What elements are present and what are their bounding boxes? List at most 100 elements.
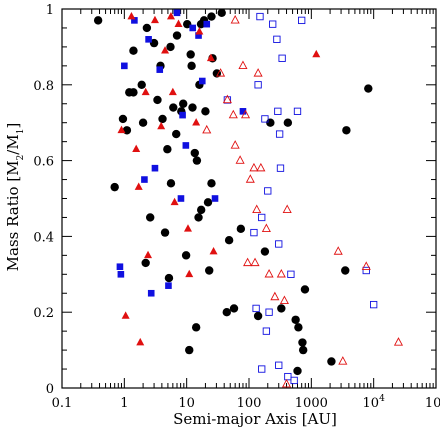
triangle-marker	[136, 337, 145, 346]
square-marker	[195, 32, 202, 39]
circle-marker	[181, 251, 191, 260]
open-triangle-marker	[245, 174, 255, 183]
plot-frame	[61, 8, 437, 389]
square-marker	[182, 142, 190, 149]
circle-marker	[149, 38, 159, 48]
square-marker	[203, 20, 211, 28]
circle-marker	[188, 103, 197, 112]
circle-marker	[93, 16, 103, 25]
open-triangle-marker	[228, 109, 238, 119]
open-square-marker	[265, 308, 273, 316]
square-marker	[189, 24, 197, 32]
circle-marker	[160, 228, 170, 237]
square-marker	[131, 17, 138, 24]
square-marker	[156, 66, 164, 73]
triangle-marker	[209, 246, 218, 255]
open-square-marker	[284, 372, 292, 381]
open-triangle-marker	[253, 68, 263, 77]
open-triangle-marker	[202, 124, 212, 134]
y-axis-ticks	[62, 8, 436, 389]
circle-marker	[172, 129, 181, 139]
open-square-marker	[258, 213, 266, 222]
circle-marker	[166, 179, 176, 188]
open-triangle-marker	[361, 261, 371, 270]
circle-marker	[217, 8, 226, 17]
triangle-marker	[183, 224, 192, 232]
circle-marker	[142, 23, 152, 33]
x-tick-label: 1000	[295, 396, 328, 411]
open-square-marker	[293, 107, 302, 115]
open-square-marker	[275, 130, 284, 138]
open-triangle-marker	[250, 257, 260, 267]
open-square-marker	[258, 365, 266, 373]
square-marker	[147, 289, 155, 297]
y-tick-label: 0.6	[33, 155, 54, 170]
triangle-marker	[157, 121, 166, 130]
triangle-marker	[161, 46, 170, 54]
open-square-marker	[370, 300, 378, 309]
open-triangle-marker	[230, 140, 240, 149]
circle-marker	[146, 213, 155, 222]
circle-marker	[201, 107, 210, 116]
open-square-marker	[290, 376, 298, 385]
circle-marker	[153, 95, 162, 105]
circle-marker	[327, 357, 336, 366]
data-markers	[93, 8, 404, 388]
circle-marker	[110, 182, 119, 192]
open-square-marker	[261, 115, 269, 123]
triangle-marker	[134, 182, 143, 190]
square-marker	[117, 271, 125, 278]
plot-border	[61, 8, 437, 389]
circle-marker	[224, 235, 234, 245]
circle-marker	[260, 247, 270, 256]
circle-marker	[196, 205, 206, 215]
circle-marker	[266, 118, 275, 127]
triangle-marker	[127, 11, 136, 20]
square-marker	[145, 36, 152, 43]
open-triangle-marker	[249, 162, 259, 172]
open-square-marker	[298, 16, 306, 25]
circle-marker	[192, 156, 202, 165]
open-triangle-marker	[281, 378, 292, 388]
triangle-marker	[144, 250, 153, 259]
triangle-marker	[121, 311, 130, 319]
circle-marker	[191, 323, 201, 332]
circle-marker	[163, 145, 172, 154]
open-triangle-marker	[276, 268, 286, 278]
y-axis-tick-labels: 0 0.2 0.4 0.6 0.8 1	[33, 3, 54, 397]
open-triangle-marker	[333, 246, 343, 255]
square-marker	[116, 263, 124, 271]
circle-marker	[207, 12, 216, 21]
open-square-marker	[273, 35, 281, 43]
triangle-marker	[170, 197, 179, 206]
circle-marker	[122, 126, 132, 135]
x-tick-label: 104	[363, 394, 386, 411]
circle-marker	[183, 19, 192, 29]
open-square-marker	[264, 187, 272, 195]
triangle-marker	[312, 49, 321, 58]
circle-marker	[164, 273, 174, 283]
circle-marker	[187, 61, 196, 71]
triangle-marker	[141, 87, 150, 96]
circle-marker	[229, 304, 239, 313]
circle-marker	[166, 42, 175, 52]
open-square-marker	[256, 12, 264, 21]
circle-marker	[185, 345, 194, 355]
open-square-marker	[254, 81, 262, 89]
y-axis-label: Mass Ratio [M2/M1]	[4, 123, 26, 272]
open-square-marker	[274, 107, 282, 115]
circle-marker	[364, 84, 373, 93]
circle-marker	[172, 31, 182, 40]
open-triangle-marker	[270, 291, 280, 301]
circle-marker	[342, 126, 351, 135]
circle-marker	[203, 198, 213, 207]
triangle-marker	[168, 87, 177, 96]
triangle-marker	[192, 118, 201, 126]
open-triangle-marker	[264, 268, 274, 278]
circle-marker	[298, 338, 307, 347]
x-tick-label: 105	[425, 394, 440, 411]
y-tick-label: 0.2	[33, 306, 54, 321]
square-marker	[179, 111, 186, 119]
open-square-marker	[252, 304, 260, 313]
circle-marker	[293, 366, 302, 376]
